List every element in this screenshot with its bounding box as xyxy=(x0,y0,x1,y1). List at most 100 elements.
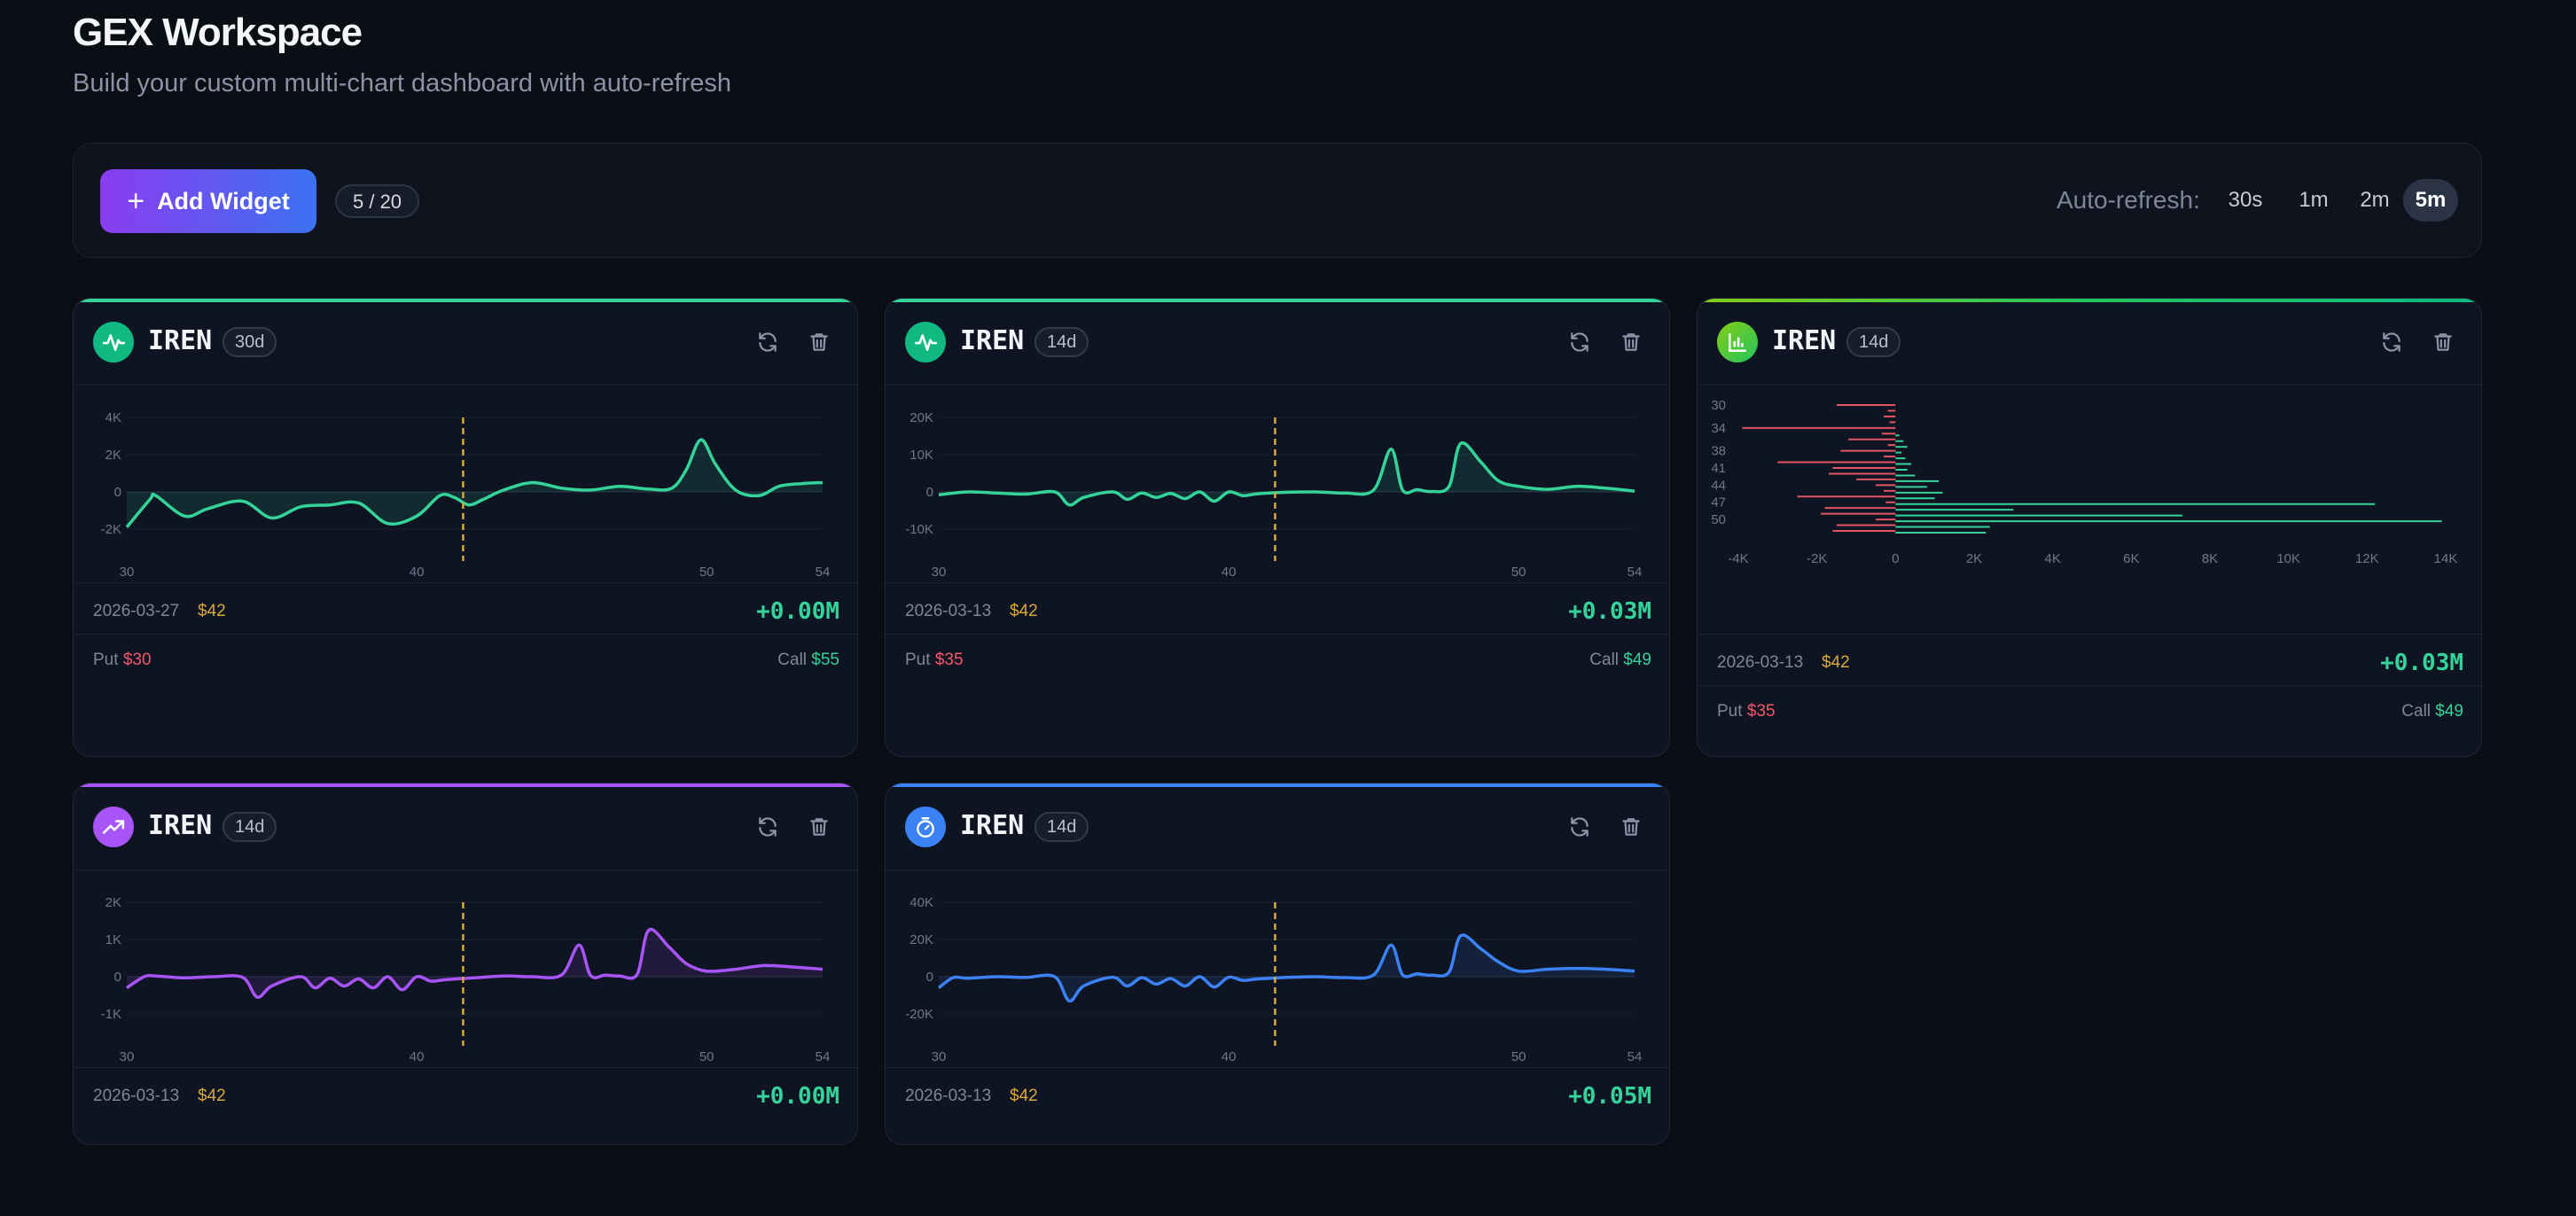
widget-accent-bar xyxy=(886,783,1669,787)
x-tick-label: 54 xyxy=(816,565,831,580)
put-wall-label: Put xyxy=(905,651,931,669)
activity-icon xyxy=(905,322,946,362)
widget-divider xyxy=(886,385,1669,386)
put-wall-value: $35 xyxy=(934,651,964,669)
expiry-date: 2026-03-27 xyxy=(93,602,180,620)
x-tick-label: 4K xyxy=(2044,551,2060,566)
widget-range-badge: 14d xyxy=(1034,327,1089,357)
spot-price: $42 xyxy=(198,602,226,620)
widget-divider xyxy=(74,385,857,386)
put-wall: Put $30 xyxy=(93,651,152,670)
y-tick-label: 38 xyxy=(1711,444,1726,459)
widget-ticker: IREN xyxy=(148,325,213,356)
put-wall-label: Put xyxy=(93,651,119,669)
x-tick-label: 6K xyxy=(2123,551,2139,566)
add-widget-label: Add Widget xyxy=(157,187,290,214)
refresh-option-2m[interactable]: 2m xyxy=(2360,188,2390,212)
delete-icon[interactable] xyxy=(1616,812,1646,842)
widget-ticker: IREN xyxy=(148,810,213,841)
spot-price: $42 xyxy=(1010,602,1038,620)
y-tick-label: 4K xyxy=(105,410,121,425)
widget-range-badge: 30d xyxy=(222,327,277,357)
timer-icon xyxy=(905,807,946,847)
widget-divider xyxy=(1698,634,2481,635)
x-tick-label: 40 xyxy=(1222,1049,1237,1064)
page-subtitle: Build your custom multi-chart dashboard … xyxy=(73,69,732,97)
widget-card: IREN 14d 40K 20K 0 -20K 30 40 50 54 2026-03-13 $42 +… xyxy=(885,783,1670,1145)
page-title: GEX Workspace xyxy=(73,11,363,54)
y-tick-label: 0 xyxy=(114,970,121,985)
delete-icon[interactable] xyxy=(804,327,834,357)
expiry-date: 2026-03-13 xyxy=(905,602,992,620)
series-line xyxy=(938,440,1635,507)
net-gex-value: +0.00M xyxy=(756,1083,839,1110)
refresh-option-30s[interactable]: 30s xyxy=(2228,188,2263,212)
y-tick-label: -10K xyxy=(905,522,933,537)
put-wall-value: $35 xyxy=(1746,702,1776,721)
auto-refresh-label: Auto-refresh: xyxy=(2057,186,2200,214)
x-tick-label: 10K xyxy=(2276,551,2300,566)
call-wall-value: $55 xyxy=(811,651,839,669)
x-tick-label: -2K xyxy=(1807,551,1827,566)
spot-price: $42 xyxy=(1010,1087,1038,1105)
delete-icon[interactable] xyxy=(804,812,834,842)
widget-chart: 2K 1K 0 -1K 30 40 50 54 xyxy=(101,895,831,1064)
activity-icon xyxy=(93,322,134,362)
net-gex-value: +0.00M xyxy=(756,598,839,625)
x-tick-label: 54 xyxy=(1628,1049,1643,1064)
x-tick-label: 40 xyxy=(410,565,425,580)
y-tick-label: -20K xyxy=(905,1007,933,1022)
call-wall-value: $49 xyxy=(2435,702,2463,721)
refresh-icon[interactable] xyxy=(753,327,783,357)
delete-icon[interactable] xyxy=(1616,327,1646,357)
x-tick-label: 0 xyxy=(1892,551,1899,566)
widget-ticker: IREN xyxy=(960,325,1025,356)
refresh-option-5m[interactable]: 5m xyxy=(2403,179,2458,222)
y-tick-label: 10K xyxy=(909,448,933,463)
plus-icon: + xyxy=(127,184,145,218)
call-wall-label: Call xyxy=(777,651,808,669)
refresh-icon[interactable] xyxy=(1565,812,1595,842)
x-tick-label: 54 xyxy=(1628,565,1643,580)
y-tick-label: 34 xyxy=(1711,421,1726,436)
widget-card: IREN 14d 2K 1K 0 -1K 30 40 50 54 2026-03-13 $42 +0.0… xyxy=(73,783,858,1145)
put-wall-value: $30 xyxy=(122,651,152,669)
widget-divider xyxy=(886,582,1669,583)
x-tick-label: 50 xyxy=(699,1049,714,1064)
x-tick-label: 40 xyxy=(1222,565,1237,580)
x-tick-label: 2K xyxy=(1966,551,1982,566)
widget-divider xyxy=(74,869,857,870)
x-tick-label: 30 xyxy=(932,1049,947,1064)
refresh-icon[interactable] xyxy=(753,812,783,842)
x-tick-label: 30 xyxy=(120,1049,135,1064)
refresh-option-1m[interactable]: 1m xyxy=(2299,188,2329,212)
refresh-icon[interactable] xyxy=(1565,327,1595,357)
y-tick-label: 20K xyxy=(909,410,933,425)
net-gex-value: +0.05M xyxy=(1568,1083,1651,1110)
y-tick-label: 0 xyxy=(114,485,121,500)
widget-chart: 40K 20K 0 -20K 30 40 50 54 xyxy=(905,895,1643,1064)
series-area xyxy=(127,929,823,998)
refresh-icon[interactable] xyxy=(2377,327,2407,357)
series-line xyxy=(126,927,824,999)
y-tick-label: 1K xyxy=(105,932,121,947)
widget-divider xyxy=(886,1067,1669,1068)
expiry-date: 2026-03-13 xyxy=(93,1087,180,1105)
y-tick-label: 47 xyxy=(1711,495,1726,511)
y-tick-label: 0 xyxy=(926,485,933,500)
widget-divider xyxy=(886,634,1669,635)
widget-range-badge: 14d xyxy=(1034,812,1089,842)
widget-divider xyxy=(74,1067,857,1068)
net-gex-value: +0.03M xyxy=(1568,598,1651,625)
y-tick-label: 40K xyxy=(909,895,933,910)
delete-icon[interactable] xyxy=(2428,327,2458,357)
widget-chart: 4K 2K 0 -2K 30 40 50 54 xyxy=(101,410,831,580)
x-tick-label: 50 xyxy=(1511,1049,1526,1064)
series-area xyxy=(939,442,1635,505)
widget-card: IREN 30d 4K 2K 0 -2K 30 40 50 54 2026-03-27 $42 +0.0… xyxy=(73,298,858,757)
x-tick-label: 12K xyxy=(2355,551,2379,566)
trending-up-icon xyxy=(93,807,134,847)
widget-range-badge: 14d xyxy=(1846,327,1901,357)
add-widget-button[interactable]: + Add Widget xyxy=(100,169,316,233)
widget-accent-bar xyxy=(1698,299,2481,302)
